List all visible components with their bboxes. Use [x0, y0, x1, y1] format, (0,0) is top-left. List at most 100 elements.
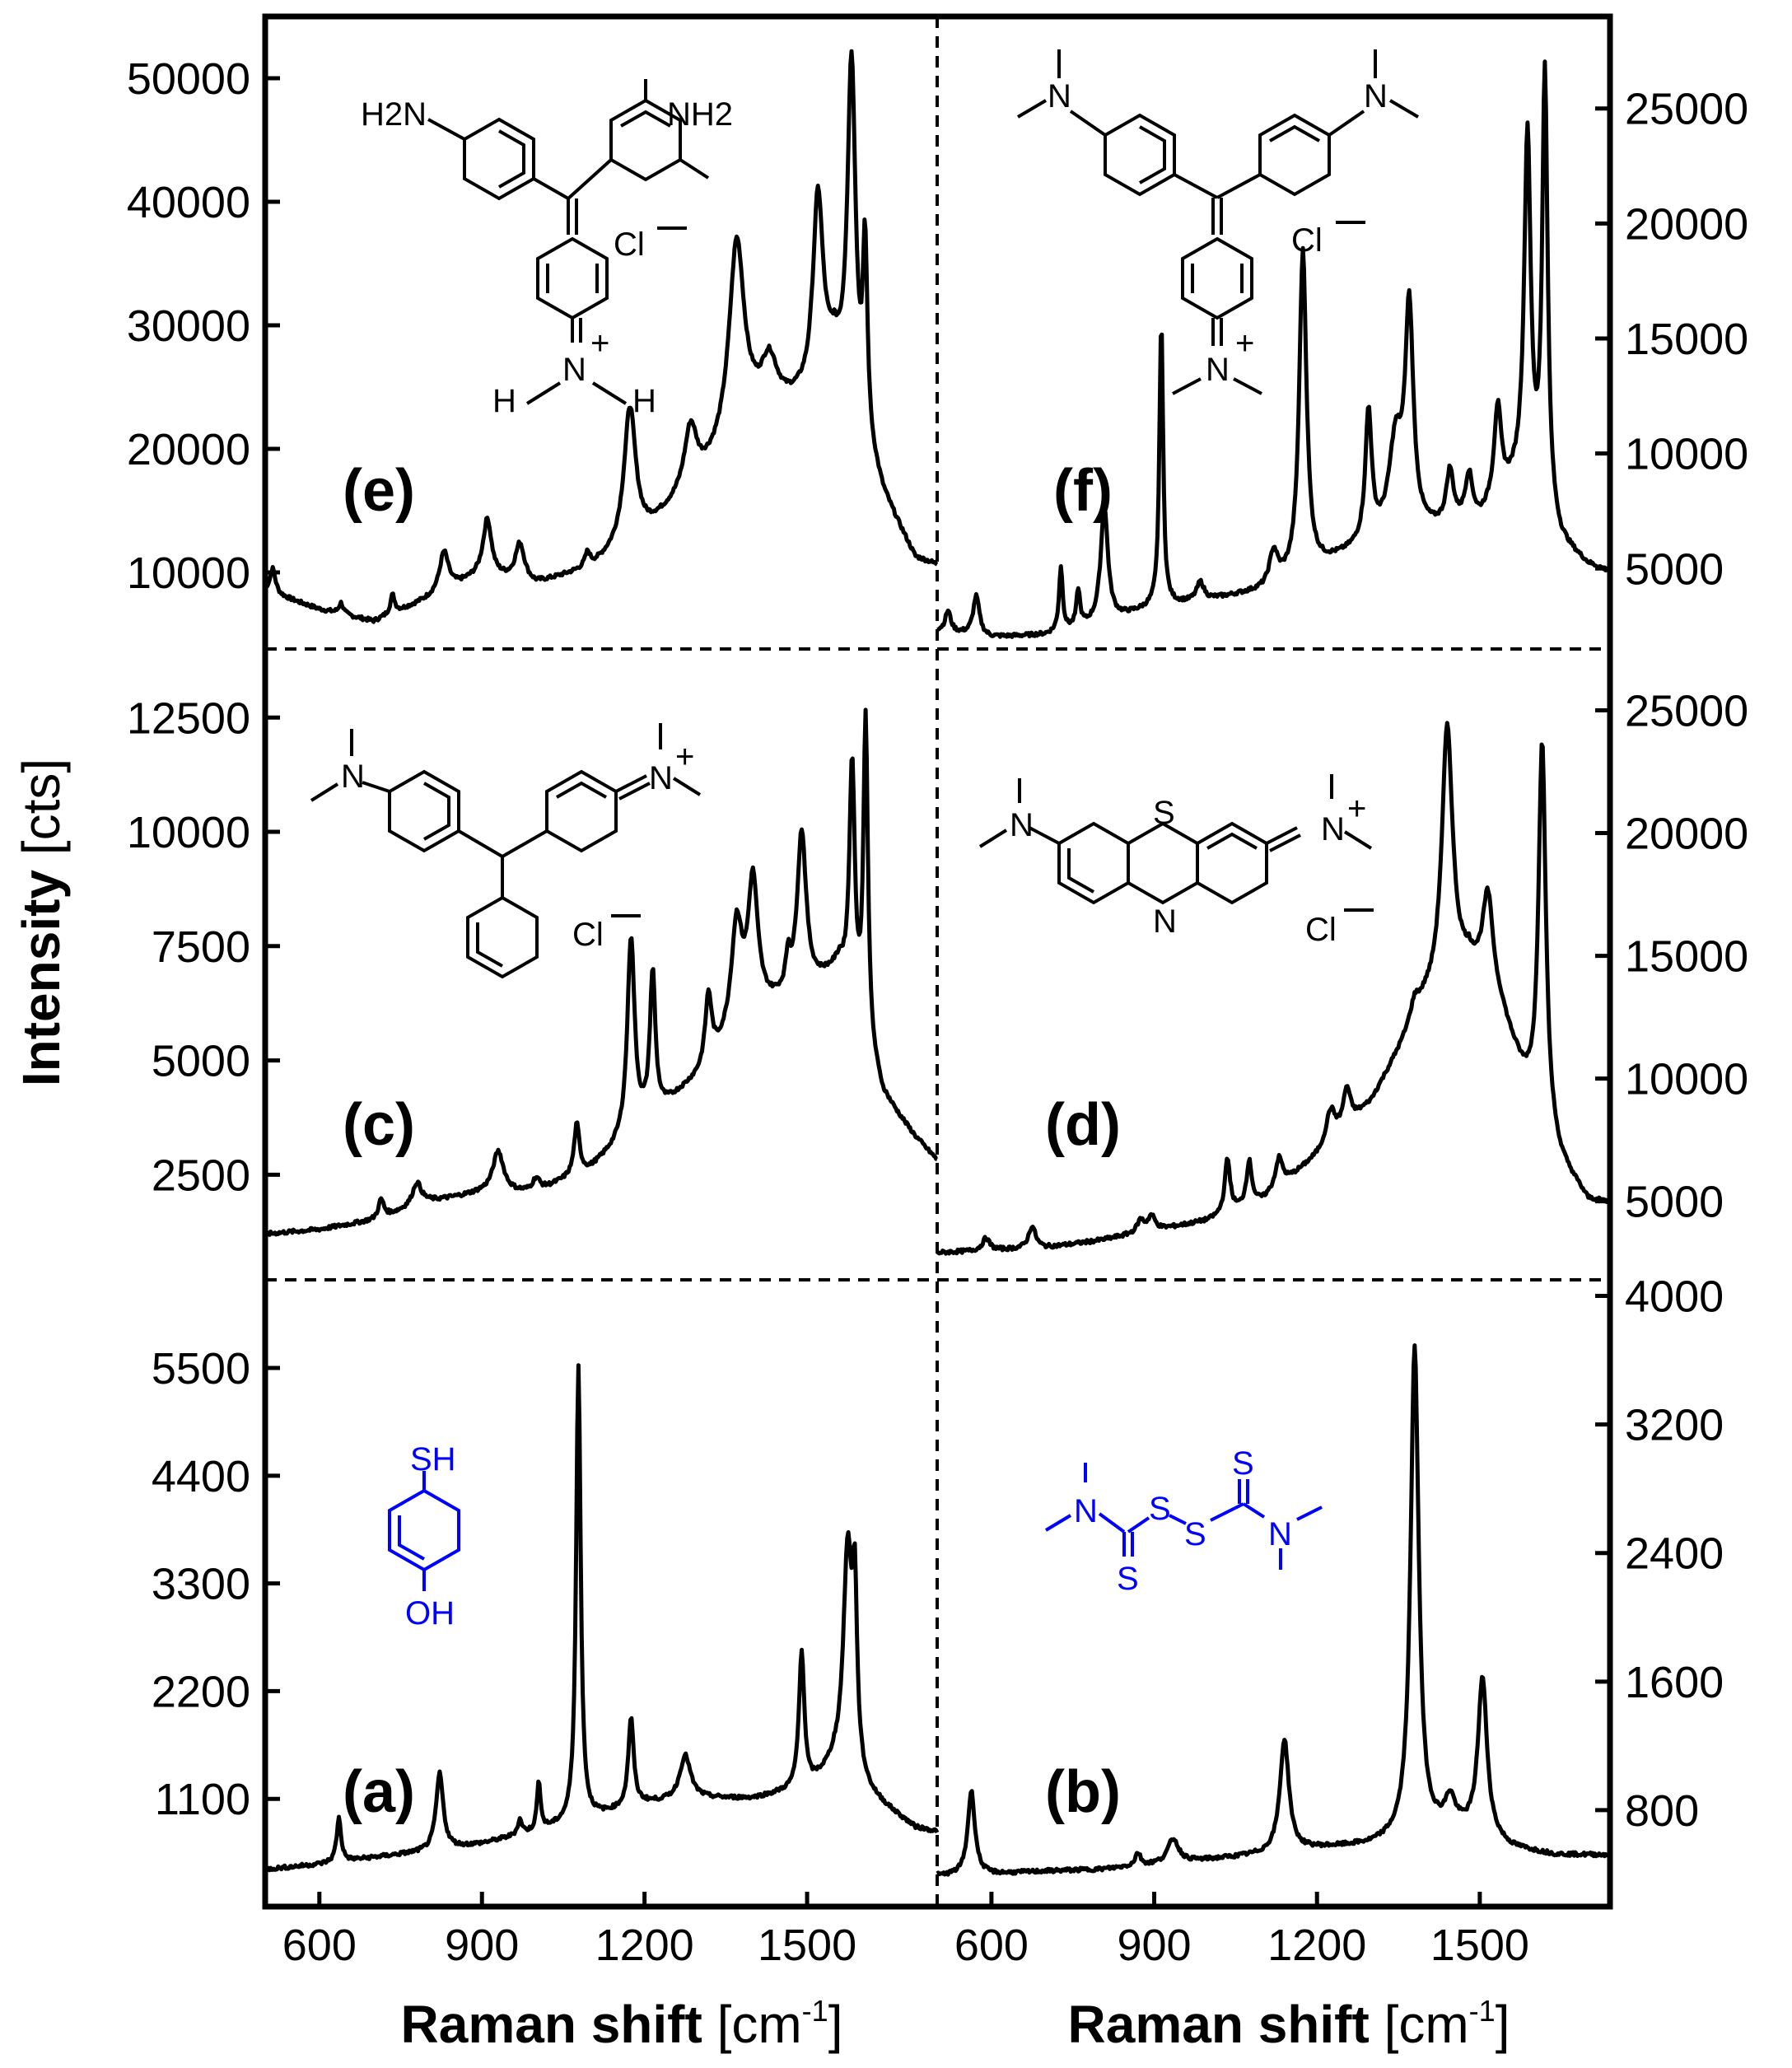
structure-d-ring-left-inner [1067, 848, 1094, 894]
panel-label-b: (b) [1045, 1759, 1121, 1825]
structure-c-ring-bottom-inner [476, 922, 503, 968]
structure-c-ring-left-inner [423, 782, 450, 841]
y-tick-label-b-0: 800 [1625, 1786, 1699, 1836]
structure-b-label-3: S [1149, 1491, 1171, 1527]
structure-b-label-1: N [1074, 1493, 1098, 1529]
structure-d-n2-me2 [1343, 830, 1373, 850]
y-tick-label-c-0: 2500 [152, 1151, 250, 1200]
structure-d: N N S N + Cl [978, 774, 1374, 948]
structure-d-label-6: Cl [1305, 912, 1337, 948]
structure-c-minus [611, 914, 641, 917]
y-tick-label-d-4: 25000 [1625, 687, 1748, 736]
structure-b-label-2: S [1117, 1561, 1139, 1597]
panel-label-a: (a) [343, 1759, 415, 1825]
structure-f-ring-bottom [1181, 236, 1253, 320]
y-axis-title: Intensity [cts] [12, 759, 71, 1086]
structure-f-minus [1336, 221, 1365, 224]
y-tick-label-a-2: 3300 [152, 1560, 250, 1609]
x-axis-title-left: Raman shift [cm-1] [401, 1994, 843, 2054]
structure-f-ring-left-inner [1139, 125, 1166, 184]
spectrum-line-f [936, 59, 1612, 639]
structure-e-h1-bond [525, 381, 562, 405]
plot-frame [262, 13, 1613, 1910]
y-tick-label-c-1: 5000 [152, 1037, 250, 1086]
y-tick-label-e-3: 40000 [127, 178, 250, 227]
structure-b-label-4: S [1184, 1516, 1206, 1552]
structure-e-bond-b [567, 158, 613, 200]
y-tick-label-f-3: 20000 [1625, 199, 1748, 249]
structure-a: SH OH [388, 1441, 460, 1632]
structure-f-bond-b [1216, 173, 1261, 199]
structure-c-label-1: N [341, 759, 365, 795]
panel-labels: (e) (f) (c) (d) (a) (b) [343, 458, 1121, 1825]
y-tick-label-b-2: 2400 [1625, 1529, 1724, 1579]
panel-label-f: (f) [1053, 458, 1113, 524]
structure-e-bond-a [533, 177, 569, 200]
structure-c-bond-a [457, 829, 504, 858]
panel-label-c: (c) [343, 1092, 415, 1158]
structure-c-ring-right-inner [556, 781, 607, 799]
y-tick-label-f-0: 5000 [1625, 544, 1724, 594]
structure-d-n2-bond2 [1269, 833, 1301, 852]
structure-c-label-4: Cl [572, 917, 604, 953]
y-tick-label-c-4: 12500 [127, 693, 250, 743]
structure-e-ring-left-inner [498, 129, 525, 189]
x-axis-title-left-sup: -1 [802, 1994, 828, 2028]
structure-e: H2N NH2 Cl N H H + [361, 79, 733, 419]
y-axis-title-text: Intensity [12, 870, 71, 1087]
y-tick-label-a-1: 2200 [152, 1667, 250, 1716]
y-tick-label-e-2: 30000 [127, 301, 250, 351]
y-tick-label-e-4: 50000 [127, 54, 250, 104]
structure-c-n2-bond [615, 774, 647, 793]
x-axis-title-right-sup: -1 [1469, 1994, 1496, 2028]
y-tick-label-b-1: 1600 [1625, 1658, 1724, 1707]
structure-f-n3-me2 [1233, 377, 1262, 395]
structure-d-label-2: N [1153, 903, 1177, 940]
structure-e-label-3: Cl [614, 226, 645, 263]
y-tick-label-a-3: 4400 [152, 1452, 250, 1501]
y-tick-label-c-2: 7500 [152, 922, 250, 972]
structure-d-label-4: N [1321, 811, 1345, 847]
x-tick-label-0-2: 1200 [595, 1921, 694, 1970]
structure-c-n2-me2 [672, 777, 702, 796]
x-axis-title-right-unit: [cm [1384, 1995, 1469, 2054]
structure-b: N S S S S N [1044, 1445, 1323, 1597]
structure-e-label-4: N [562, 352, 586, 388]
structure-f-label-1: N [1048, 78, 1071, 114]
structure-e-ring-right [609, 98, 682, 182]
panel-separators [265, 16, 1610, 1907]
structure-d-minus [1344, 908, 1374, 912]
spectrum-line-d [935, 721, 1612, 1256]
spectrum-line-b [936, 1343, 1612, 1877]
x-tick-label-1-2: 1200 [1267, 1921, 1366, 1970]
structure-c-n1-bond [362, 781, 390, 793]
structure-b-bond4 [1242, 1502, 1266, 1519]
structure-d-n1-me2 [978, 829, 1008, 848]
structure-f-label-3: Cl [1291, 222, 1323, 259]
y-tick-label-c-3: 10000 [127, 808, 250, 857]
structure-e-me-bond [679, 158, 710, 180]
structure-d-n1-bond [1029, 826, 1060, 845]
x-axis-title-left-text: Raman shift [401, 1995, 702, 2054]
y-tick-label-d-0: 5000 [1625, 1178, 1724, 1227]
structure-a-ring-inner [398, 1515, 425, 1561]
structure-d-label-3: S [1153, 795, 1175, 831]
x-tick-label-1-1: 900 [1117, 1921, 1191, 1970]
x-axis-title-right-text: Raman shift [1068, 1995, 1370, 2054]
structure-c-bond-b [502, 829, 548, 858]
structure-e-label-2: NH2 [667, 96, 733, 133]
x-axis-title-left-unit: [cm [717, 1995, 802, 2054]
structure-d-ring-right-inner [1206, 832, 1258, 850]
structure-a-label-1: SH [410, 1441, 456, 1477]
x-axis-title-right: Raman shift [cm-1] [1068, 1994, 1510, 2054]
structure-b-bond3 [1210, 1502, 1244, 1522]
structure-c-label-2: N [649, 760, 673, 796]
structure-b-label-5: S [1232, 1445, 1254, 1482]
y-tick-label-e-0: 10000 [127, 549, 250, 598]
spectrum-line-e [264, 49, 939, 624]
structure-b-me2 [1044, 1514, 1072, 1532]
structure-c-n2-bond2 [618, 782, 651, 801]
y-tick-label-e-1: 20000 [127, 425, 250, 474]
ticks-layer: 10000 20000 30000 40000 50000 5000 10000 15000 2… [127, 54, 1748, 1970]
